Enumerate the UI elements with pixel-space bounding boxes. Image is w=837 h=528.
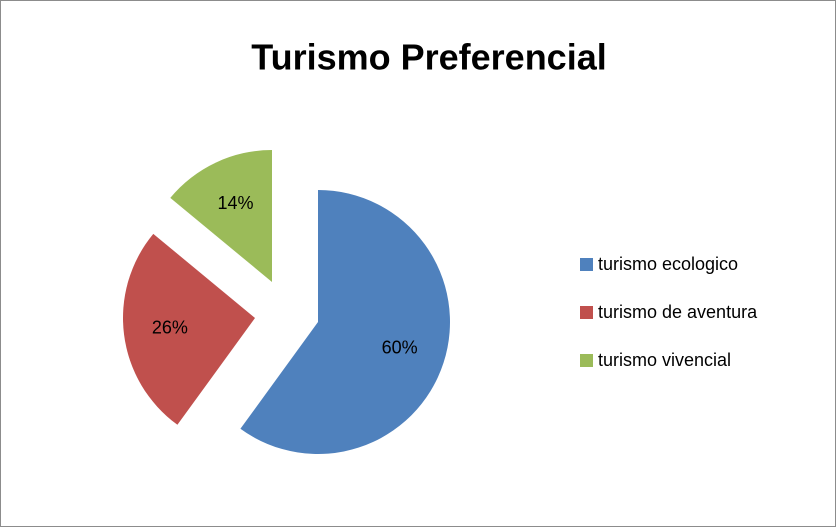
chart-title: Turismo Preferencial <box>251 37 606 78</box>
legend-swatch <box>580 306 593 319</box>
pie-slice <box>122 233 255 425</box>
data-label: 14% <box>217 193 253 213</box>
pie-slice <box>240 190 450 454</box>
data-label: 26% <box>152 318 188 338</box>
legend-swatch <box>580 354 593 367</box>
legend-label: turismo ecologico <box>598 254 738 274</box>
legend-label: turismo vivencial <box>598 350 731 370</box>
legend-label: turismo de aventura <box>598 302 758 322</box>
legend-swatch <box>580 258 593 271</box>
data-label: 60% <box>382 337 418 357</box>
pie-slice <box>170 150 272 282</box>
